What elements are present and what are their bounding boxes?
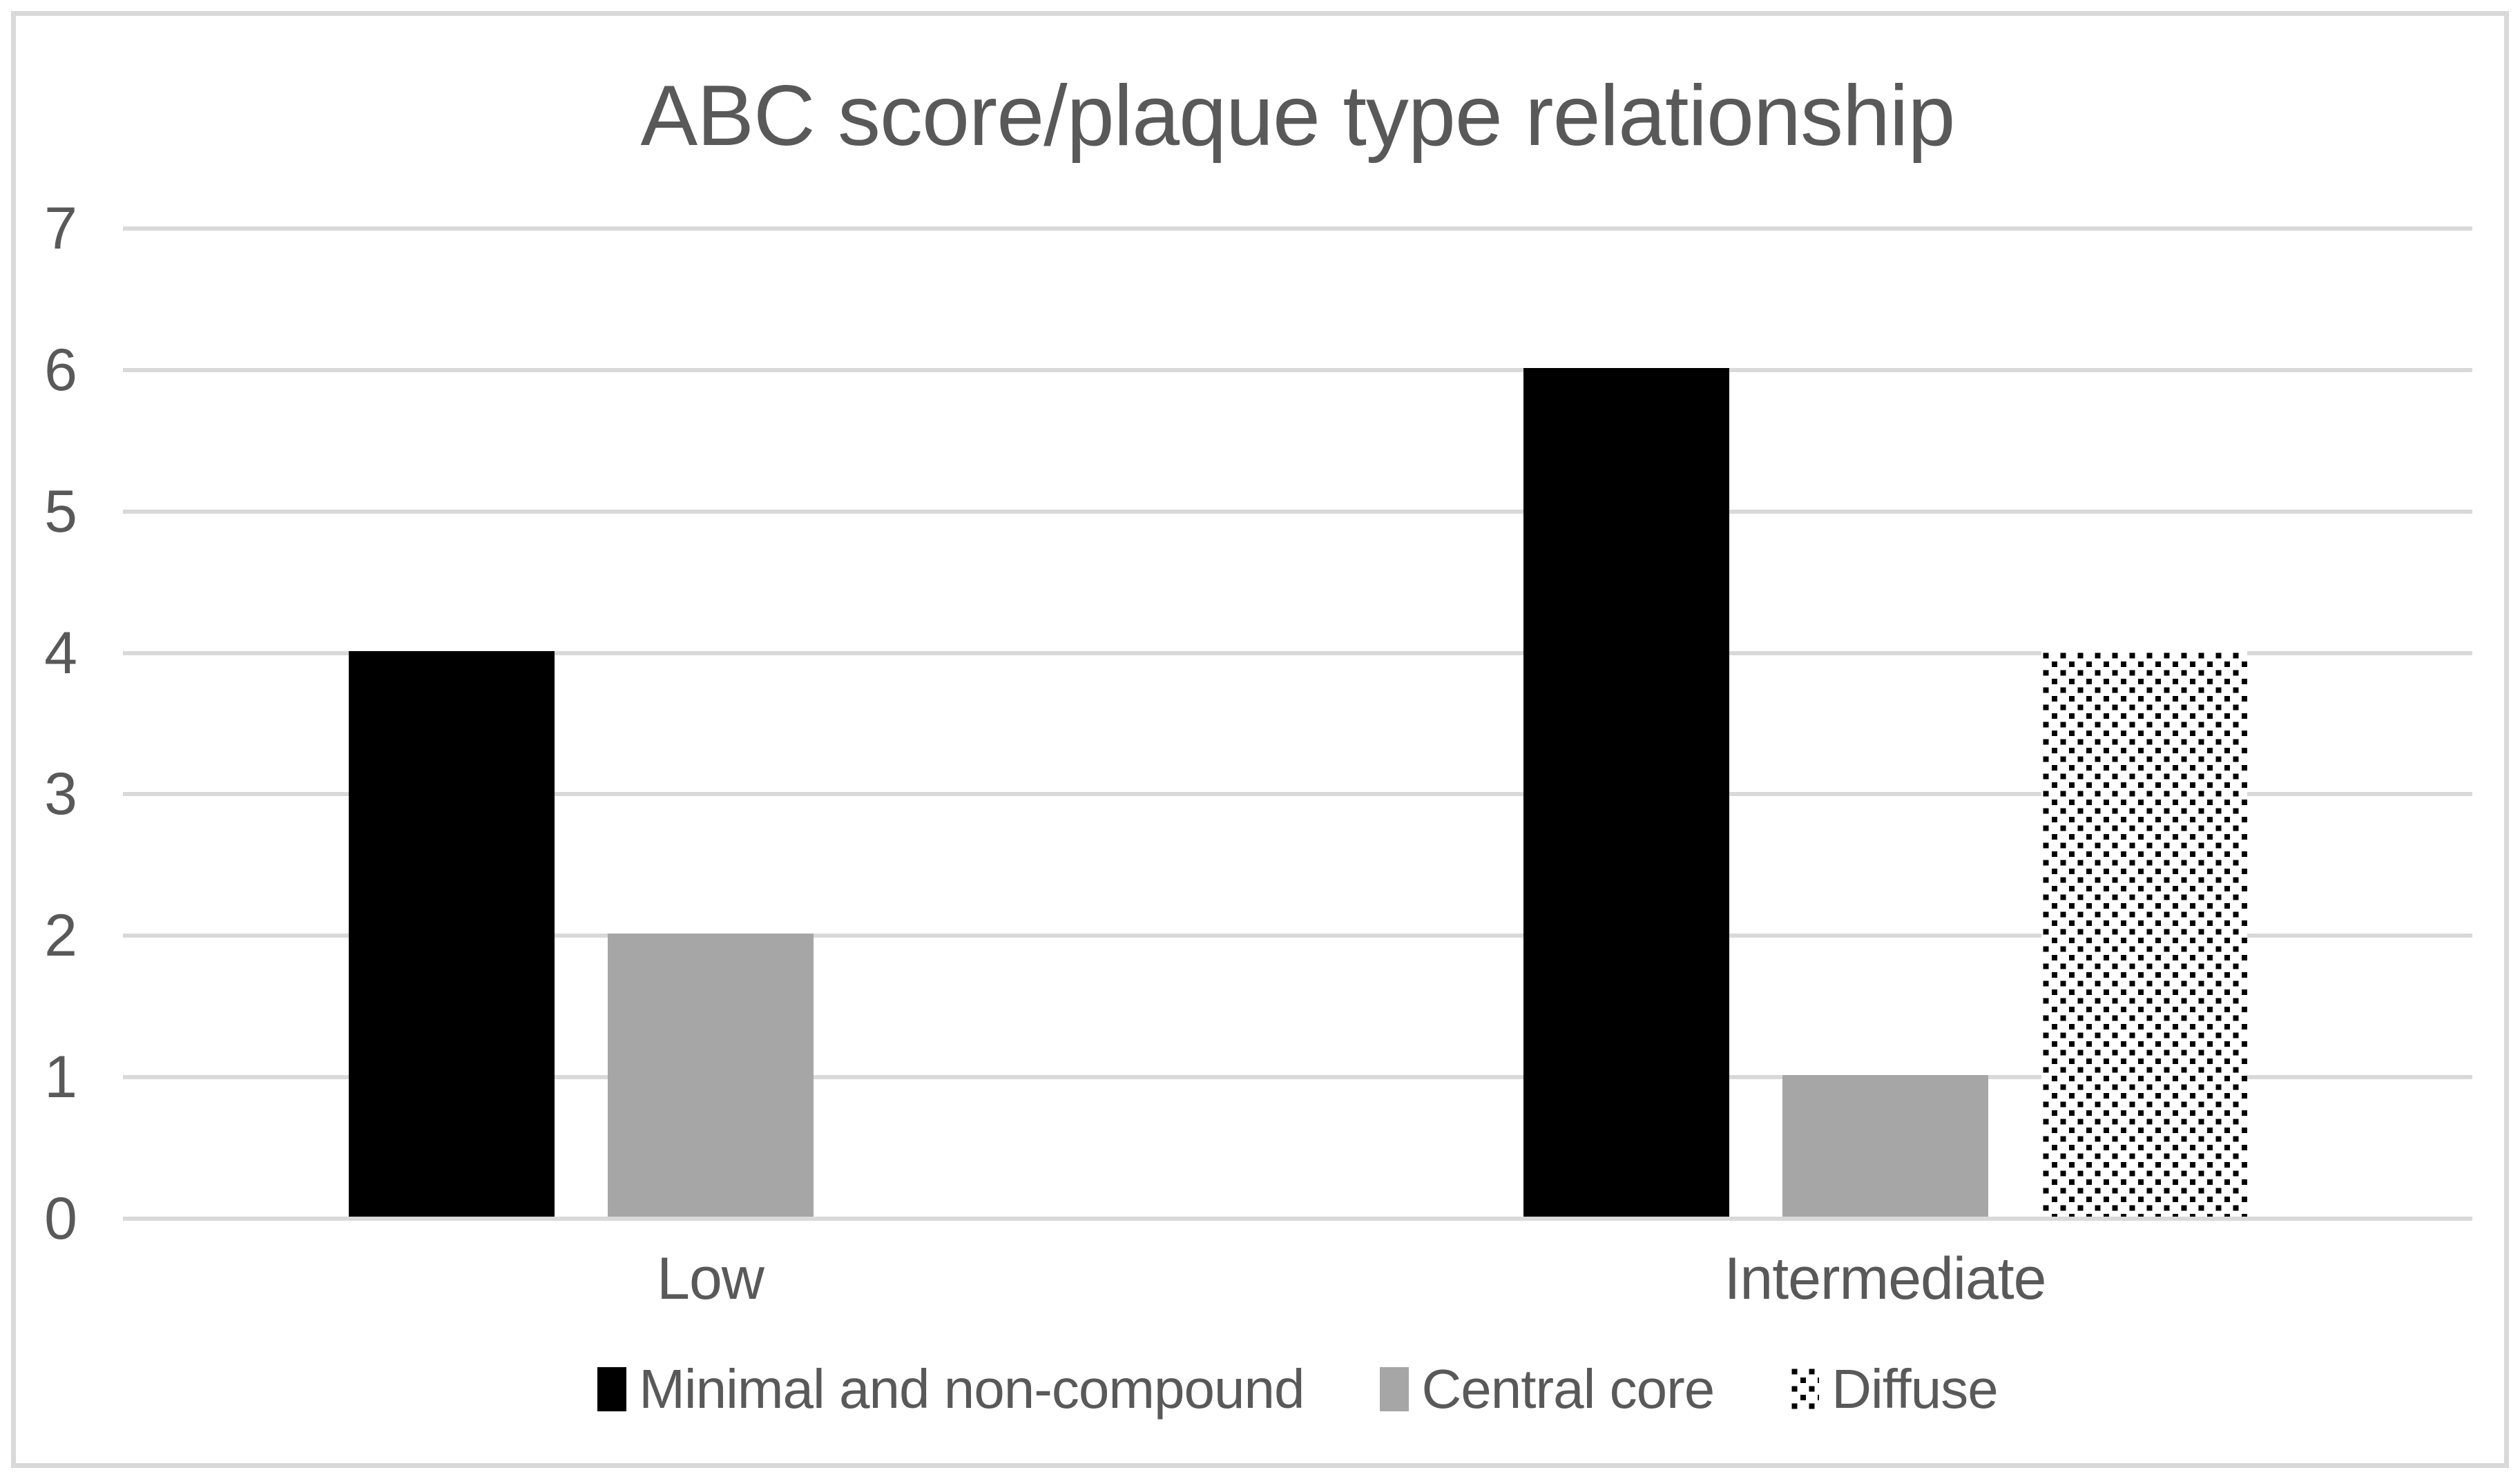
legend-item-central-core: Central core	[1380, 1357, 1715, 1421]
bar-low-central-core	[607, 934, 814, 1217]
gridline-y-7	[123, 226, 2472, 231]
gridline-y-2	[123, 934, 2472, 938]
bar-intermediate-diffuse	[2041, 650, 2247, 1217]
y-tick-label-7: 7	[44, 195, 77, 262]
x-axis-label-intermediate: Intermediate	[1724, 1246, 2046, 1312]
gridline-y-5	[123, 509, 2472, 514]
y-tick-label-1: 1	[44, 1044, 77, 1111]
y-tick-label-0: 0	[44, 1186, 77, 1252]
legend-item-diffuse: Diffuse	[1790, 1357, 1999, 1421]
legend-swatch-icon	[597, 1367, 627, 1411]
gridline-y-0	[123, 1217, 2472, 1221]
legend-label: Diffuse	[1831, 1358, 1999, 1420]
y-tick-label-5: 5	[44, 478, 77, 545]
dot-pattern-fill	[2041, 650, 2247, 1217]
gridline-y-3	[123, 792, 2472, 797]
gridline-y-4	[123, 650, 2472, 655]
gridline-y-6	[123, 367, 2472, 372]
legend-swatch-icon	[1380, 1367, 1410, 1411]
bar-low-minimal-and-non-compound	[348, 650, 555, 1217]
plot-area	[123, 226, 2472, 1221]
legend-label: Central core	[1421, 1358, 1715, 1420]
legend-item-minimal-and-non-compound: Minimal and non-compound	[597, 1357, 1305, 1421]
chart-title: ABC score/plaque type relationship	[640, 68, 1956, 164]
legend-label: Minimal and non-compound	[639, 1358, 1305, 1420]
y-tick-label-3: 3	[44, 761, 77, 828]
bar-intermediate-central-core	[1782, 1075, 1988, 1217]
dot-pattern-fill	[1790, 1367, 1820, 1411]
gridline-y-1	[123, 1075, 2472, 1080]
y-tick-label-2: 2	[44, 902, 77, 969]
legend: Minimal and non-compound Central core Diff…	[123, 1355, 2472, 1424]
bar-intermediate-minimal-and-non-compound	[1523, 367, 1729, 1217]
x-axis-label-low: Low	[657, 1246, 764, 1312]
y-tick-label-4: 4	[44, 619, 77, 686]
legend-swatch-icon	[1790, 1367, 1820, 1411]
y-tick-label-6: 6	[44, 336, 77, 403]
x-axis-category-labels: Low Intermediate	[123, 1244, 2472, 1320]
